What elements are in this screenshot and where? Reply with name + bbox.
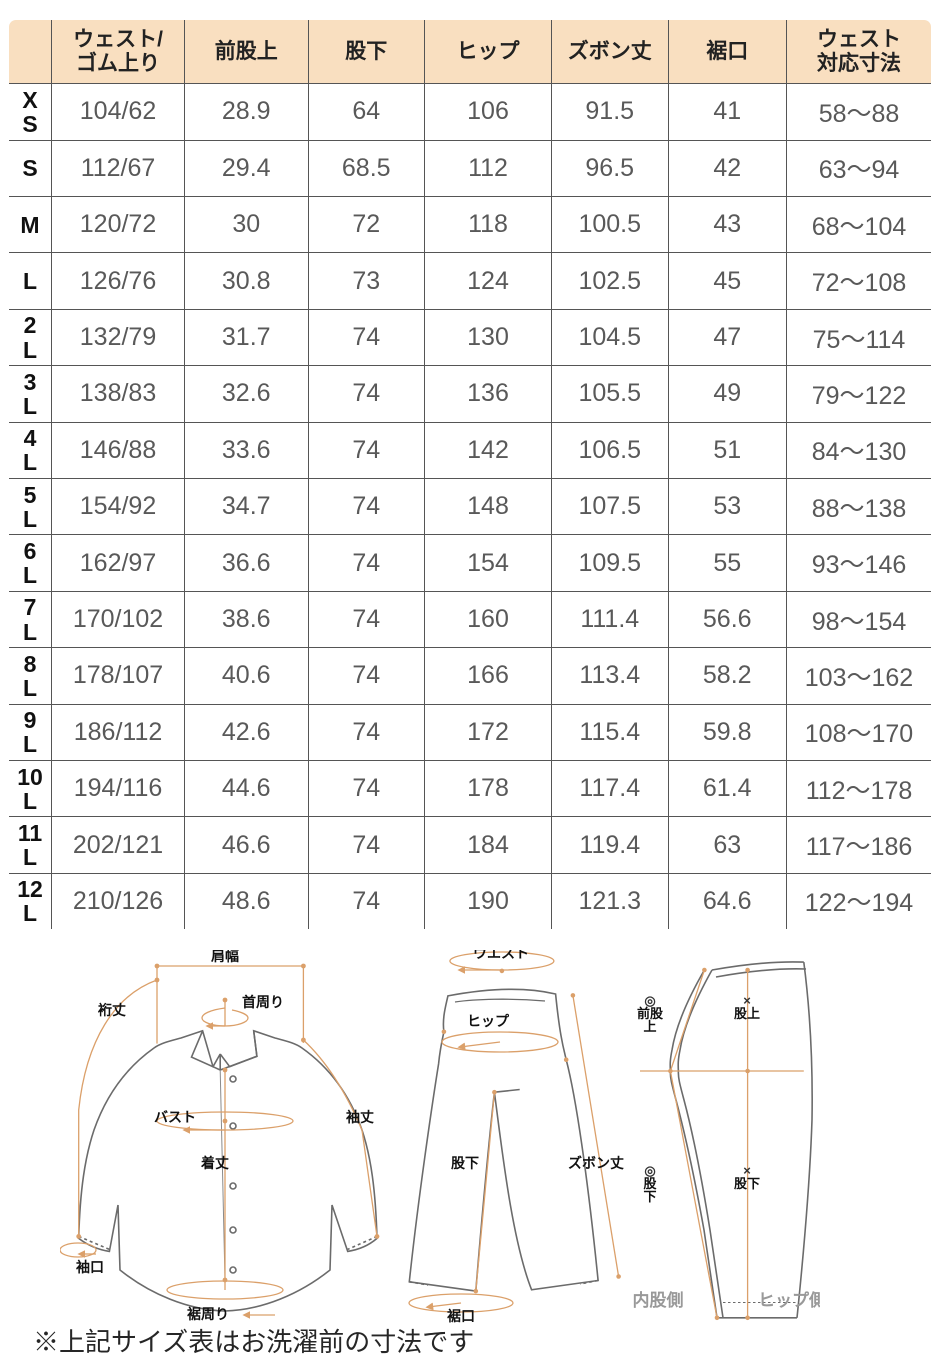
svg-text:ヒップ側: ヒップ側 <box>758 1290 820 1310</box>
svg-text:袖口: 袖口 <box>76 1259 104 1275</box>
svg-text:股下: 股下 <box>451 1155 479 1171</box>
svg-text:バスト: バスト <box>154 1109 196 1125</box>
svg-text:裾周り: 裾周り <box>187 1306 229 1322</box>
svg-text:着丈: 着丈 <box>200 1155 229 1171</box>
svg-text:股上: 股上 <box>734 1006 760 1021</box>
svg-text:下: 下 <box>643 1189 656 1204</box>
svg-text:ズボン丈: ズボン丈 <box>568 1155 624 1171</box>
svg-text:上: 上 <box>643 1019 656 1034</box>
svg-text:袖丈: 袖丈 <box>346 1109 374 1125</box>
svg-text:股下: 股下 <box>734 1176 760 1191</box>
svg-text:裄丈: 裄丈 <box>97 1002 126 1018</box>
svg-text:肩幅: 肩幅 <box>211 950 239 964</box>
svg-text:ウエスト: ウエスト <box>473 950 529 961</box>
svg-text:首周り: 首周り <box>242 994 284 1010</box>
svg-text:ヒップ: ヒップ <box>467 1013 510 1029</box>
svg-text:内股側: 内股側 <box>633 1290 684 1310</box>
